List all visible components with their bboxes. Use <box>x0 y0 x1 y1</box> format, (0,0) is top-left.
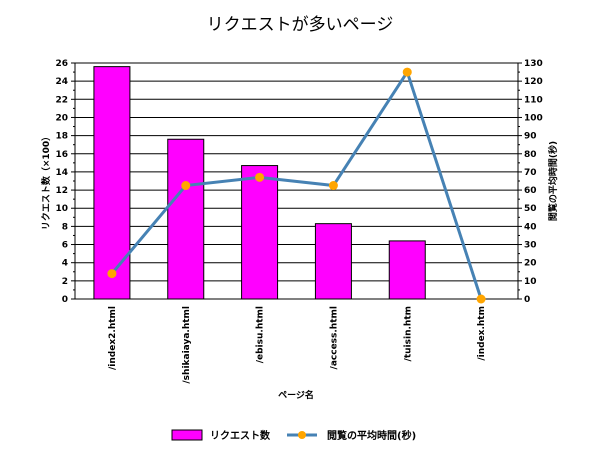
y-left-tick-label: 2 <box>62 277 68 287</box>
category-label: /shikaiaya.html <box>182 306 192 384</box>
bar <box>314 223 352 300</box>
category-labels: /index2.html/shikaiaya.html/ebisu.html/a… <box>108 306 487 384</box>
y-right-tick-label: 90 <box>524 132 537 142</box>
category-label: /access.html <box>329 306 339 369</box>
grid-lines <box>75 62 518 300</box>
series-line <box>110 68 483 300</box>
y-right-tick-label: 70 <box>524 168 537 178</box>
y-left-tick-label: 20 <box>55 113 68 123</box>
legend-swatch-marker <box>298 431 306 439</box>
line-point <box>181 181 191 191</box>
y-right-tick-label: 0 <box>524 295 530 305</box>
right-axis: 0 10 20 30 40 50 60 70 80 90 100 110 120 130 <box>518 59 543 305</box>
y-right-tick-label: 100 <box>524 113 543 123</box>
y-left-tick-label: 24 <box>55 77 68 87</box>
bar <box>93 66 131 300</box>
y-axis-left-title: リクエスト数（×100） <box>40 132 52 230</box>
bar <box>388 240 426 300</box>
y-left-tick-label: 10 <box>55 204 68 214</box>
y-left-tick-label: 14 <box>55 168 68 178</box>
category-label: /index.htm <box>477 306 487 361</box>
legend-label-line: 閲覧の平均時間(秒) <box>327 429 416 442</box>
y-left-tick-label: 18 <box>55 132 68 142</box>
y-left-tick-label: 12 <box>55 186 68 196</box>
legend-swatch-bar <box>171 429 203 441</box>
line-point <box>107 269 117 279</box>
y-right-tick-label: 130 <box>524 59 543 69</box>
chart-title: リクエストが多いページ <box>206 15 394 35</box>
y-right-tick-label: 60 <box>524 186 537 196</box>
bar-series <box>93 66 426 300</box>
y-right-tick-label: 20 <box>524 259 537 269</box>
y-right-tick-label: 30 <box>524 241 537 251</box>
y-left-tick-label: 4 <box>62 259 68 269</box>
y-right-tick-label: 50 <box>524 204 537 214</box>
y-left-tick-label: 0 <box>62 295 68 305</box>
y-right-tick-label: 80 <box>524 150 537 160</box>
line-point <box>402 67 412 77</box>
y-left-tick-label: 16 <box>55 150 68 160</box>
y-right-tick-label: 10 <box>524 277 537 287</box>
y-left-tick-label: 8 <box>62 222 68 232</box>
y-left-tick-label: 26 <box>55 59 68 69</box>
legend-label-bar: リクエスト数 <box>210 429 271 442</box>
category-label: /tuisin.htm <box>403 306 413 361</box>
bar <box>241 165 279 300</box>
line-point <box>328 181 338 191</box>
line-point <box>255 172 265 182</box>
y-right-tick-label: 40 <box>524 222 537 232</box>
y-right-tick-label: 120 <box>524 77 543 87</box>
y-axis-right-title: 閲覧の平均時間(秒) <box>547 141 559 221</box>
x-axis-title: ページ名 <box>278 389 314 401</box>
line-point <box>476 294 486 304</box>
category-label: /index2.html <box>108 306 118 370</box>
y-right-tick-label: 110 <box>524 95 543 105</box>
legend: リクエスト数 閲覧の平均時間(秒) <box>171 429 416 442</box>
line-series <box>107 67 486 304</box>
bar <box>167 138 205 300</box>
y-left-tick-label: 6 <box>62 241 68 251</box>
y-left-tick-label: 22 <box>55 95 68 105</box>
category-label: /ebisu.html <box>256 306 266 363</box>
